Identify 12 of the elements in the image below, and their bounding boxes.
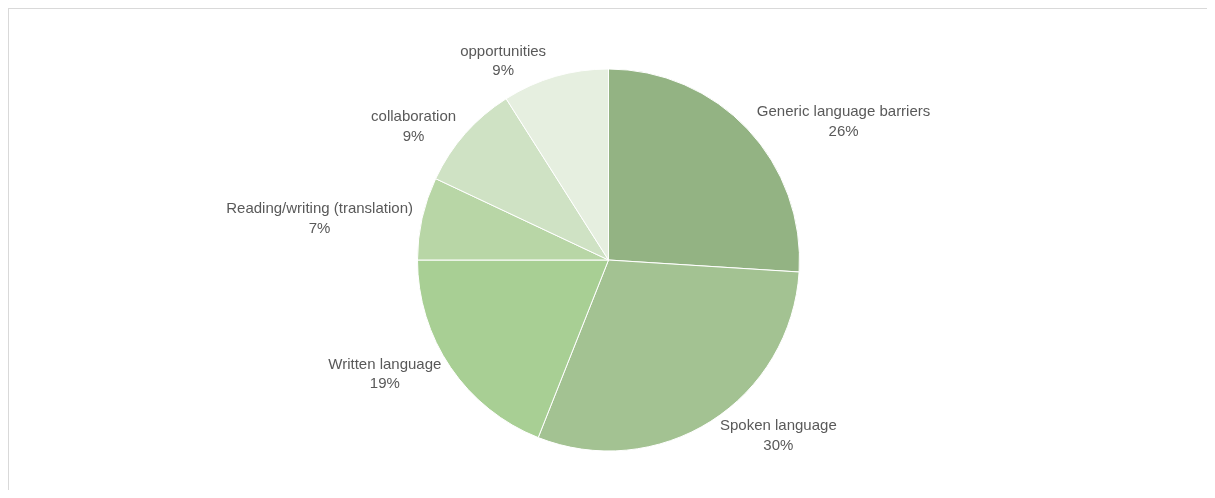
data-label: 30% <box>763 435 794 453</box>
slice-label: opportunities <box>460 41 547 59</box>
slice-label: Generic language barriers <box>756 102 931 120</box>
slice-label: Written language <box>328 354 442 372</box>
slice-label: collaboration <box>371 107 457 125</box>
data-label: 9% <box>402 126 425 144</box>
data-label: 9% <box>492 61 514 78</box>
data-label: 7% <box>308 218 331 236</box>
slice-label: Reading/writing (translation) <box>226 199 413 217</box>
data-label: 19% <box>369 374 400 392</box>
slice-label: Spoken language <box>719 416 837 434</box>
data-label: 26% <box>828 121 859 139</box>
